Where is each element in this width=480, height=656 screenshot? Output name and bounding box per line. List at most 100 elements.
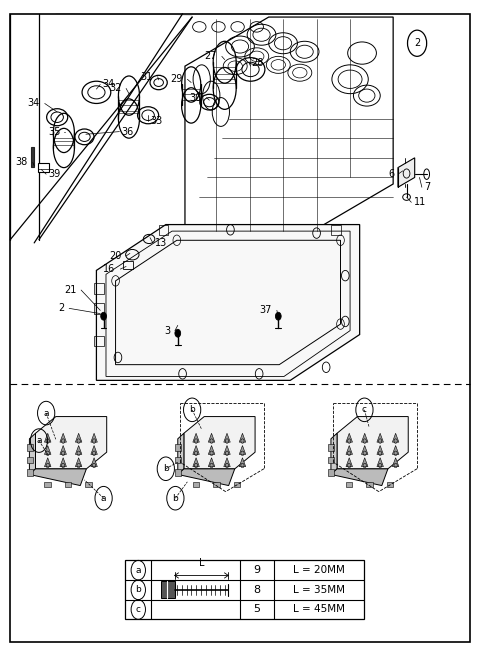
Polygon shape [346,433,352,442]
Polygon shape [208,445,215,455]
Bar [346,482,352,487]
Text: L: L [199,558,204,567]
Text: 30: 30 [190,92,202,102]
Polygon shape [377,433,384,442]
Text: 37: 37 [260,305,272,316]
Polygon shape [60,458,66,466]
Text: 39: 39 [48,169,61,179]
Polygon shape [45,433,51,442]
Text: 28: 28 [252,58,264,68]
Text: 36: 36 [122,127,134,136]
Bar [175,457,181,463]
Polygon shape [60,445,66,455]
Polygon shape [361,445,368,455]
Bar [161,581,175,598]
Bar [366,482,373,487]
Polygon shape [224,458,230,466]
Polygon shape [75,458,82,466]
Polygon shape [208,458,215,466]
Bar [85,482,92,487]
Text: 21: 21 [64,285,76,295]
Bar [65,482,72,487]
Polygon shape [96,224,360,380]
Polygon shape [91,445,97,455]
Polygon shape [193,445,199,455]
Polygon shape [377,445,384,455]
Polygon shape [45,458,51,466]
Text: 20: 20 [109,251,121,261]
Text: a: a [36,436,42,445]
Polygon shape [392,458,399,466]
Text: L = 20MM: L = 20MM [293,565,345,575]
Polygon shape [337,417,408,469]
Text: 35: 35 [48,127,60,136]
Polygon shape [377,458,384,466]
Polygon shape [184,417,255,469]
Polygon shape [239,445,246,455]
Bar [45,482,51,487]
Bar [94,283,104,294]
Text: 16: 16 [103,264,116,274]
Text: a: a [101,494,107,502]
Polygon shape [29,469,86,485]
Text: 11: 11 [414,197,426,207]
Text: a: a [135,565,141,575]
Text: 38: 38 [16,157,28,167]
Text: 7: 7 [424,182,431,192]
Bar [94,303,104,314]
Text: L = 35MM: L = 35MM [293,585,345,595]
Text: b: b [163,464,168,473]
Circle shape [101,312,107,320]
Text: c: c [136,605,141,614]
Polygon shape [392,445,399,455]
Bar [175,444,181,451]
Text: 8: 8 [253,585,260,595]
Bar [213,482,220,487]
Bar [331,224,340,235]
Polygon shape [178,469,235,485]
Polygon shape [29,433,36,474]
Text: 27: 27 [204,51,217,62]
Bar [26,469,33,476]
Text: 31: 31 [141,72,153,81]
Text: 32: 32 [109,83,121,93]
Polygon shape [91,433,97,442]
Text: 9: 9 [253,565,260,575]
Bar [175,469,181,476]
Text: 33: 33 [151,116,163,126]
Text: 29: 29 [170,74,182,84]
Text: b: b [189,405,195,415]
Polygon shape [239,433,246,442]
Polygon shape [208,433,215,442]
Polygon shape [398,158,415,187]
Polygon shape [193,458,199,466]
Bar [38,163,48,173]
Text: c: c [362,405,367,415]
Text: 6: 6 [388,169,394,178]
Bar [123,261,133,269]
Polygon shape [239,458,246,466]
Polygon shape [75,445,82,455]
Polygon shape [91,458,97,466]
Polygon shape [224,433,230,442]
Polygon shape [361,433,368,442]
Circle shape [175,329,180,337]
Polygon shape [185,17,393,233]
Polygon shape [346,458,352,466]
Bar [26,457,33,463]
Polygon shape [346,445,352,455]
Text: 34: 34 [103,79,115,89]
Bar [125,560,364,619]
Text: 5: 5 [253,604,260,615]
Polygon shape [193,433,199,442]
Bar [158,224,168,235]
Bar [26,444,33,451]
Bar [328,469,334,476]
Text: a: a [43,409,49,418]
Polygon shape [45,445,51,455]
Polygon shape [392,433,399,442]
Text: 3: 3 [164,325,170,336]
Bar [328,457,334,463]
Text: 34: 34 [28,98,40,108]
Text: b: b [135,585,141,594]
